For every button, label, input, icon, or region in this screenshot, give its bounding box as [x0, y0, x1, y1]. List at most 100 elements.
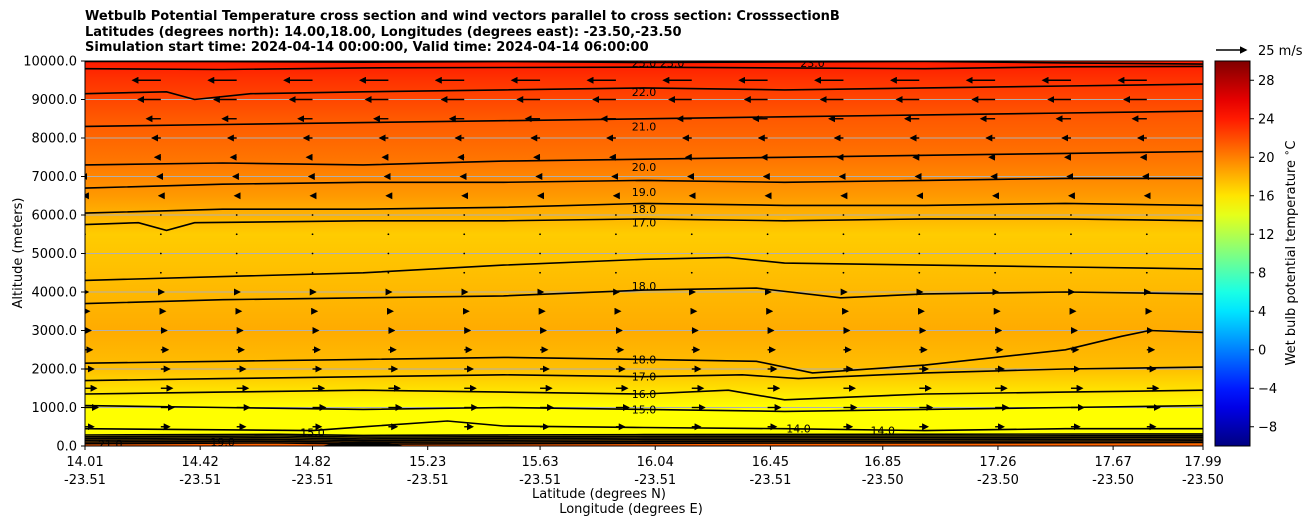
- contour-label: 17.0: [632, 371, 657, 384]
- wind-vector: [1145, 233, 1148, 236]
- wind-vector: [387, 271, 390, 274]
- y-tick-label: 2000.0: [32, 363, 78, 378]
- contour-label: 18.0: [632, 203, 657, 216]
- colorbar-tick-label: 16: [1258, 189, 1275, 204]
- wind-vector: [690, 214, 693, 216]
- wind-vector: [1070, 214, 1072, 216]
- colorbar: [1214, 60, 1251, 447]
- wind-vector: [235, 252, 238, 255]
- x-tick-longitude: -23.50: [862, 473, 904, 488]
- x-tick-longitude: -23.51: [749, 473, 791, 488]
- wind-vector: [311, 252, 314, 255]
- wind-vector: [387, 252, 390, 255]
- contour-line: [85, 389, 1203, 401]
- contour-label: 23.0: [800, 57, 825, 70]
- colorbar-tick-label: 24: [1258, 112, 1275, 127]
- wind-vector: [159, 271, 162, 274]
- contour-label: 25.0: [632, 57, 657, 70]
- contour-label: 19.0: [632, 186, 657, 199]
- y-tick-label: 10000.0: [23, 55, 77, 70]
- y-tick-label: 3000.0: [32, 324, 78, 339]
- colorbar-tick-label: −8: [1258, 420, 1277, 435]
- wind-vector: [539, 252, 541, 255]
- chart-title: Wetbulb Potential Temperature cross sect…: [85, 9, 840, 56]
- y-tick-label: 8000.0: [32, 132, 78, 147]
- x-tick-latitude: 14.82: [294, 455, 331, 470]
- y-tick-label: 5000.0: [32, 247, 78, 262]
- x-tick-longitude: -23.51: [292, 473, 334, 488]
- colorbar-label: Wet bulb potential temperature ∘C: [1282, 141, 1299, 366]
- x-tick-longitude: -23.50: [1182, 473, 1224, 488]
- wind-vector: [690, 233, 693, 236]
- contour-label: 19.0: [210, 436, 235, 449]
- x-tick-latitude: 14.01: [66, 455, 103, 470]
- contour-label: 16.0: [632, 388, 657, 401]
- x-tick-latitude: 17.26: [979, 455, 1016, 470]
- x-tick-latitude: 15.63: [521, 455, 558, 470]
- contour-line: [85, 61, 1203, 65]
- wind-vector: [463, 271, 466, 274]
- x-tick-longitude: -23.50: [977, 473, 1019, 488]
- contour-line: [85, 329, 1203, 374]
- x-tick-longitude: -23.51: [407, 473, 449, 488]
- contour-labels: 22.021.020.019.018.017.018.018.017.016.0…: [98, 57, 896, 449]
- wind-vector: [994, 214, 997, 216]
- wind-vector: [994, 233, 997, 236]
- title-line-1: Wetbulb Potential Temperature cross sect…: [85, 9, 840, 24]
- y-tick-label: 1000.0: [32, 401, 78, 416]
- y-tick-label: 4000.0: [32, 286, 78, 301]
- wind-vector: [311, 271, 314, 274]
- colorbar-tick-label: 0: [1258, 343, 1266, 358]
- y-tick-label: 6000.0: [32, 209, 78, 224]
- wind-vector: [463, 214, 466, 216]
- wind-vector: [159, 252, 162, 255]
- contour-label: 15.0: [632, 403, 657, 416]
- contour-label: 21.0: [632, 120, 657, 133]
- wind-vector: [690, 271, 693, 274]
- wind-vector: [615, 233, 617, 236]
- colorbar-tick-label: 8: [1258, 266, 1266, 281]
- contour-line-surface: [85, 438, 1203, 442]
- x-tick-latitude: 15.23: [409, 455, 446, 470]
- wind-vector: [1145, 271, 1148, 274]
- contour-line: [85, 65, 1203, 71]
- y-tick-label: 0.0: [56, 440, 77, 455]
- x-axis: 14.01 -23.51 14.42 -23.51 14.82 -23.51 15.23 -2…: [64, 446, 1224, 488]
- wind-vector: [539, 214, 541, 216]
- contour-line: [85, 420, 1203, 432]
- title-line-2: Latitudes (degrees north): 14.00,18.00, …: [85, 24, 682, 40]
- wind-vector: [918, 252, 921, 255]
- wind-vector: [994, 252, 997, 255]
- contour-label: 18.0: [632, 280, 657, 293]
- contour-label: 17.0: [632, 217, 657, 230]
- title-line-3: Simulation start time: 2024-04-14 00:00:…: [85, 40, 649, 55]
- contour-label: 20.0: [632, 161, 657, 174]
- wind-vector: [615, 271, 617, 274]
- contour-label: 23.0: [660, 57, 685, 70]
- wind-vector: [918, 214, 921, 216]
- y-tick-label: 7000.0: [32, 170, 78, 185]
- colorbar-ticks: 28 24 20 16 12 8 4 0 −4 −8: [1250, 74, 1277, 435]
- contour-line-surface: [85, 434, 1203, 438]
- wind-vector: [918, 233, 921, 236]
- x-tick-latitude: 16.85: [864, 455, 901, 470]
- quiver-key-label: 25 m/s: [1258, 44, 1303, 59]
- x-tick-longitude: -23.50: [1092, 473, 1134, 488]
- wind-vector: [387, 233, 390, 236]
- wind-vector: [842, 214, 845, 216]
- x-tick-longitude: -23.51: [179, 473, 221, 488]
- wind-vector: [842, 271, 845, 274]
- contour-line: [85, 177, 1203, 189]
- wind-vector: [235, 271, 238, 274]
- x-tick-longitude: -23.51: [64, 473, 106, 488]
- x-tick-longitude: -23.51: [519, 473, 561, 488]
- surface-terrain: [320, 441, 406, 446]
- wind-vector: [615, 214, 617, 216]
- contour-line: [85, 110, 1203, 128]
- contour-line-surface: [85, 433, 1203, 437]
- x-tick-latitude: 16.04: [637, 455, 674, 470]
- contour-line: [85, 218, 1203, 232]
- contour-label: 15.0: [300, 427, 325, 440]
- contour-label: 14.0: [871, 425, 896, 438]
